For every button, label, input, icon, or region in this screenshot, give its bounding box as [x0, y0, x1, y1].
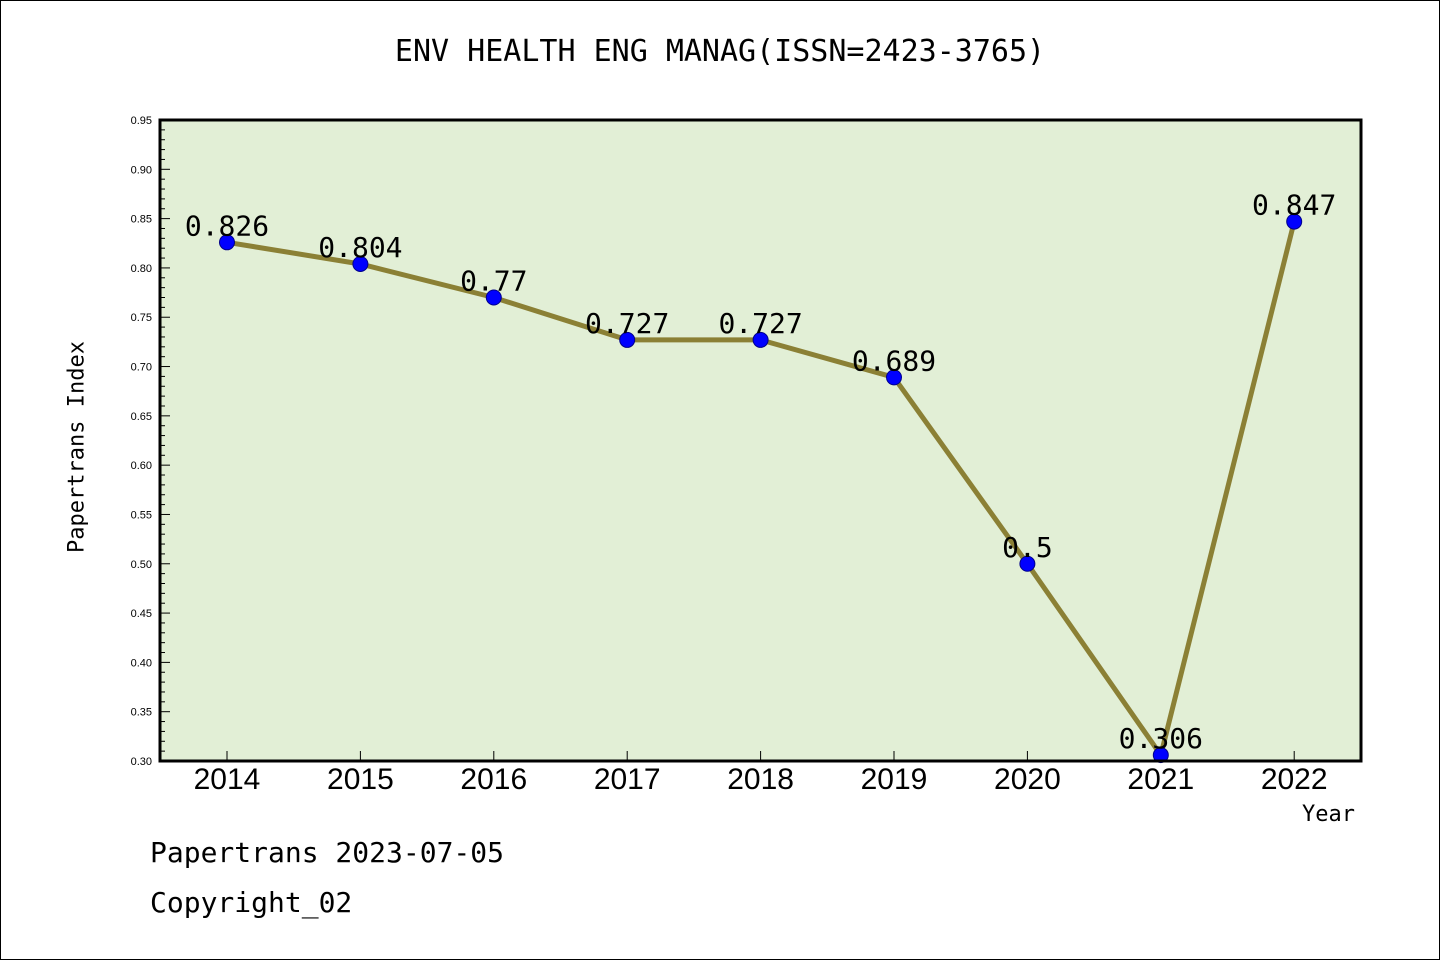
data-label: 0.727 [718, 307, 802, 340]
x-tick-label: 2015 [327, 763, 394, 796]
y-tick-label: 0.40 [131, 657, 152, 669]
x-tick-label: 2022 [1261, 763, 1328, 796]
y-tick-label: 0.85 [131, 214, 152, 226]
data-label: 0.826 [185, 209, 269, 242]
data-point [1019, 555, 1036, 572]
data-point [619, 331, 636, 348]
data-point [752, 331, 769, 348]
data-point [352, 255, 369, 272]
x-tick-label: 2016 [460, 763, 527, 796]
y-tick-label: 0.55 [131, 509, 152, 521]
plot-area [160, 120, 1361, 761]
y-tick-label: 0.50 [131, 559, 152, 571]
data-label: 0.77 [460, 265, 527, 298]
data-label: 0.306 [1119, 722, 1203, 755]
y-tick-label: 0.70 [131, 362, 152, 374]
x-tick-label: 2020 [994, 763, 1061, 796]
data-point [485, 289, 502, 306]
x-tick-label: 2018 [727, 763, 794, 796]
data-label: 0.847 [1252, 189, 1336, 222]
footer-copyright: Copyright_02 [150, 886, 353, 919]
footer-date: Papertrans 2023-07-05 [150, 836, 505, 869]
y-tick-label: 0.80 [131, 263, 152, 275]
data-point [1152, 747, 1169, 764]
plot-border [158, 118, 1363, 763]
x-tick-label: 2017 [594, 763, 661, 796]
y-tick-label: 0.45 [131, 608, 152, 620]
y-tick-label: 0.90 [131, 164, 152, 176]
y-tick-label: 0.75 [131, 312, 152, 324]
y-tick-label: 0.65 [131, 411, 152, 423]
y-tick-label: 0.35 [131, 707, 152, 719]
y-tick-label: 0.95 [131, 115, 152, 127]
data-label: 0.804 [318, 231, 402, 264]
chart-title: ENV HEALTH ENG MANAG(ISSN=2423-3765) [394, 34, 1046, 69]
data-label: 0.727 [585, 307, 669, 340]
x-tick-label: 2014 [194, 763, 261, 796]
x-axis-label: Year [1302, 802, 1355, 827]
data-point [886, 369, 902, 386]
y-tick-label: 0.30 [131, 756, 152, 768]
x-tick-label: 2021 [1127, 763, 1194, 796]
data-point [219, 234, 235, 251]
data-label: 0.689 [852, 344, 936, 377]
y-tick-label: 0.60 [131, 460, 152, 472]
data-label: 0.5 [1002, 531, 1053, 564]
x-tick-label: 2019 [861, 763, 928, 796]
data-point [1286, 213, 1303, 230]
y-axis-label: Papertrans Index [64, 341, 90, 553]
